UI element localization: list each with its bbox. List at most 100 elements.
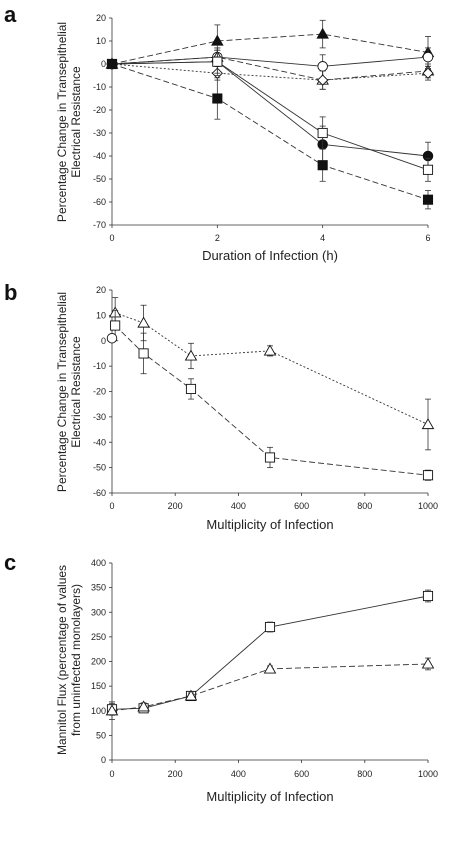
y-tick-label: -50 bbox=[93, 463, 106, 473]
y-tick-label: 300 bbox=[91, 607, 106, 617]
panel-b-x-axis-label: Multiplicity of Infection bbox=[206, 517, 333, 532]
x-tick-label: 200 bbox=[168, 769, 183, 779]
panel-letter-b: b bbox=[4, 280, 17, 305]
y-tick-label: -30 bbox=[93, 128, 106, 138]
y-tick-label: -40 bbox=[93, 437, 106, 447]
series-filled-square bbox=[106, 58, 434, 210]
series-line bbox=[111, 61, 429, 171]
data-point bbox=[422, 164, 434, 175]
y-tick-label: -20 bbox=[93, 387, 106, 397]
series-line bbox=[111, 595, 429, 710]
x-tick-label: 2 bbox=[215, 233, 220, 243]
x-tick-label: 0 bbox=[109, 233, 114, 243]
panel-b-y-axis-label-line1: Percentage Change in Transepithelial bbox=[55, 292, 69, 492]
data-point bbox=[106, 58, 118, 70]
data-point bbox=[422, 194, 434, 205]
y-tick-label: -70 bbox=[93, 220, 106, 230]
series-open-diamond bbox=[106, 58, 434, 90]
data-point bbox=[264, 621, 276, 633]
x-tick-label: 4 bbox=[320, 233, 325, 243]
data-point bbox=[263, 344, 277, 356]
x-tick-label: 200 bbox=[168, 501, 183, 511]
panel-letter-c: c bbox=[4, 550, 16, 575]
data-point bbox=[422, 51, 434, 63]
data-point bbox=[317, 61, 328, 72]
series-line bbox=[111, 33, 429, 65]
series-open-circle bbox=[106, 332, 118, 344]
panel-a-y-axis-label-line2: Electrical Resistance bbox=[69, 66, 83, 178]
y-tick-label: 100 bbox=[91, 706, 106, 716]
data-point bbox=[263, 662, 277, 674]
x-tick-label: 400 bbox=[231, 769, 246, 779]
y-tick-label: 10 bbox=[96, 36, 106, 46]
data-point bbox=[184, 689, 198, 701]
x-tick-label: 800 bbox=[357, 501, 372, 511]
data-point bbox=[110, 320, 121, 331]
series-line bbox=[111, 56, 429, 81]
data-point bbox=[106, 332, 118, 344]
panel-c-x-axis-label: Multiplicity of Infection bbox=[206, 789, 333, 804]
panel-letter-a: a bbox=[4, 2, 17, 27]
series-filled-circle bbox=[106, 47, 434, 171]
x-tick-label: 1000 bbox=[418, 769, 438, 779]
x-tick-label: 600 bbox=[294, 501, 309, 511]
data-point bbox=[317, 160, 328, 171]
y-tick-label: 20 bbox=[96, 285, 106, 295]
series-line bbox=[111, 63, 429, 81]
x-tick-label: 800 bbox=[357, 769, 372, 779]
data-point bbox=[264, 452, 276, 463]
data-point bbox=[185, 383, 197, 395]
series-open-square bbox=[110, 309, 434, 481]
series-open-square bbox=[106, 49, 434, 182]
x-tick-label: 6 bbox=[425, 233, 430, 243]
x-tick-label: 1000 bbox=[418, 501, 438, 511]
series-open-triangle bbox=[105, 49, 435, 90]
series-open-square bbox=[106, 589, 434, 716]
panel-c-y-axis-label-line1: Mannitol Flux (percentage of values bbox=[55, 565, 69, 755]
y-tick-label: -30 bbox=[93, 412, 106, 422]
y-tick-label: -40 bbox=[93, 151, 106, 161]
data-point bbox=[138, 348, 149, 359]
data-point bbox=[317, 127, 328, 139]
y-tick-label: 400 bbox=[91, 558, 106, 568]
data-point bbox=[317, 74, 329, 86]
data-point bbox=[422, 67, 434, 79]
data-point bbox=[421, 657, 435, 669]
series-line bbox=[115, 312, 429, 425]
data-point bbox=[105, 704, 119, 716]
y-tick-label: 0 bbox=[101, 336, 106, 346]
x-tick-label: 0 bbox=[109, 501, 114, 511]
y-tick-label: 200 bbox=[91, 657, 106, 667]
data-point bbox=[422, 590, 434, 602]
data-point bbox=[211, 34, 224, 46]
panel-c: c 400 350 300 250 200 150 100 50 00 200 400 600 800 1… bbox=[4, 550, 438, 804]
panel-b-y-axis-label-line2: Electrical Resistance bbox=[69, 336, 83, 448]
y-tick-label: 150 bbox=[91, 681, 106, 691]
panel-a-y-axis-label-line1: Percentage Change in Transepithelial bbox=[55, 22, 69, 222]
y-tick-label: -60 bbox=[93, 197, 106, 207]
y-tick-label: -60 bbox=[93, 488, 106, 498]
x-tick-label: 0 bbox=[109, 769, 114, 779]
x-tick-label: 600 bbox=[294, 769, 309, 779]
y-tick-label: 350 bbox=[91, 583, 106, 593]
y-tick-label: -50 bbox=[93, 174, 106, 184]
series-line bbox=[111, 56, 429, 67]
data-point bbox=[316, 27, 329, 39]
series-line bbox=[111, 663, 429, 712]
y-tick-label: 0 bbox=[101, 755, 106, 765]
series-line bbox=[111, 61, 429, 157]
data-point bbox=[137, 316, 150, 328]
y-tick-label: -10 bbox=[93, 82, 106, 92]
y-tick-label: 0 bbox=[101, 59, 106, 69]
panel-c-y-axis-label-line2: from uninfected monolayers) bbox=[69, 584, 83, 736]
data-point bbox=[184, 349, 198, 361]
data-point bbox=[421, 418, 435, 430]
series-open-triangle bbox=[105, 657, 435, 721]
y-tick-label: 20 bbox=[96, 13, 106, 23]
data-point bbox=[137, 700, 150, 712]
